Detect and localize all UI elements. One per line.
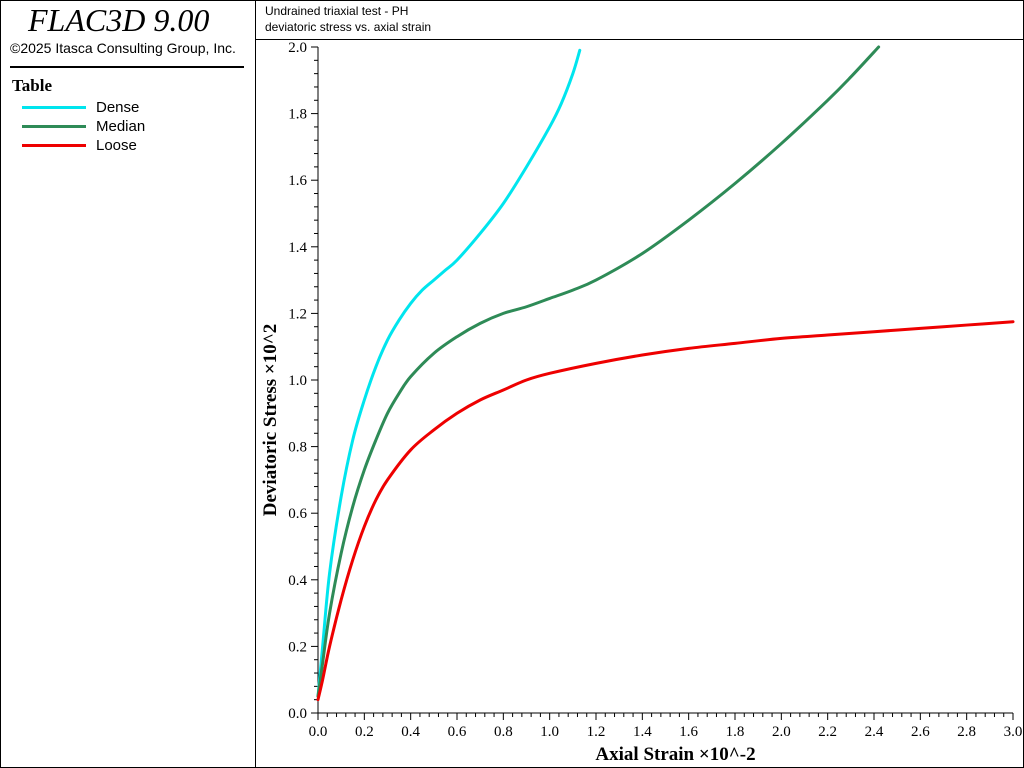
x-tick-label: 2.4 (865, 724, 884, 740)
x-tick-label: 2.6 (911, 724, 930, 740)
legend-swatch-loose (22, 144, 86, 147)
x-tick-label: 1.0 (540, 724, 559, 740)
legend-label-loose: Loose (96, 137, 137, 154)
x-tick-label: 1.2 (587, 724, 606, 740)
y-tick-label: 1.2 (288, 306, 307, 322)
x-tick-label: 0.2 (355, 724, 374, 740)
series-line-median (316, 45, 881, 698)
x-tick-label: 2.8 (957, 724, 976, 740)
app-title: FLAC3D 9.00 (28, 2, 210, 38)
series-line-loose (316, 320, 1015, 702)
title-divider (10, 66, 244, 68)
plot-header: Undrained triaxial test - PH deviatoric … (256, 0, 1024, 40)
legend-swatch-median (22, 125, 86, 128)
plot-subtitle: deviatoric stress vs. axial strain (265, 20, 432, 34)
y-tick-label: 2.0 (288, 40, 307, 56)
x-tick-label: 0.8 (494, 724, 513, 740)
y-tick-label: 1.4 (288, 240, 307, 256)
legend-label-median: Median (96, 118, 146, 135)
series-line-dense (316, 48, 582, 698)
x-tick-label: 1.6 (679, 724, 698, 740)
y-tick-label: 1.6 (288, 173, 307, 189)
x-tick-label: 1.8 (726, 724, 745, 740)
x-tick-label: 0.0 (309, 724, 328, 740)
legend-heading: Table (12, 76, 53, 95)
x-tick-label: 0.4 (401, 724, 420, 740)
y-tick-label: 0.2 (288, 639, 307, 655)
y-tick-label: 0.6 (288, 506, 307, 522)
chart: 0.0 0.2 0.4 0.6 0.8 1.0 1.2 1.4 1.6 1.8 2.0 2.2 2.4 2… (260, 40, 1022, 765)
x-tick-label: 2.2 (818, 724, 837, 740)
y-tick-label: 0.0 (288, 706, 307, 722)
plot-title: Undrained triaxial test - PH (265, 4, 409, 18)
y-tick-label: 1.0 (288, 373, 307, 389)
y-tick-label: 0.8 (288, 440, 307, 456)
y-axis-label: Deviatoric Stress ×10^2 (260, 324, 281, 516)
x-tick-label: 3.0 (1004, 724, 1022, 740)
y-tick-label: 1.8 (288, 107, 307, 123)
x-tick-label: 0.6 (448, 724, 467, 740)
y-tick-label: 0.4 (288, 573, 307, 589)
legend-label-dense: Dense (96, 99, 140, 116)
x-axis-label: Axial Strain ×10^-2 (595, 744, 755, 765)
copyright-text: ©2025 Itasca Consulting Group, Inc. (10, 40, 236, 56)
x-tick-label: 2.0 (772, 724, 791, 740)
legend-panel: FLAC3D 9.00 ©2025 Itasca Consulting Grou… (0, 0, 256, 768)
legend-swatch-dense (22, 106, 86, 109)
x-tick-label: 1.4 (633, 724, 652, 740)
